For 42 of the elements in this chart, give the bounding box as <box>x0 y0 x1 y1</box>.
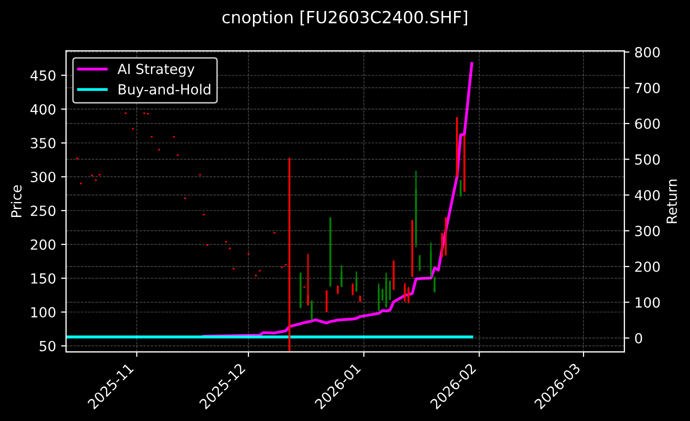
candlestick <box>441 232 443 258</box>
y-axis-title: Price <box>10 185 22 218</box>
candlestick <box>248 252 250 256</box>
y-tick-label: 100 <box>31 307 56 318</box>
chart-title: cnoption [FU2603C2400.SHF] <box>222 10 468 27</box>
candlestick <box>463 134 466 192</box>
candlestick <box>206 244 208 246</box>
candlestick <box>359 295 362 303</box>
y-tick-label: 150 <box>31 273 56 284</box>
candlestick <box>456 116 458 178</box>
candlestick <box>91 174 94 177</box>
candlestick <box>310 300 313 321</box>
y2-tick-label: 500 <box>635 154 660 165</box>
y2-axis-title: Return <box>666 180 677 224</box>
y-tick-label: 250 <box>30 206 56 216</box>
candlestick <box>288 157 290 352</box>
candlestick <box>388 280 391 301</box>
legend-label: AI Strategy <box>118 64 195 77</box>
y-tick-label: 50 <box>40 340 56 352</box>
y2-tick-label: 100 <box>636 297 660 308</box>
y2-tick-label: 300 <box>635 226 660 236</box>
candlestick <box>444 216 447 256</box>
y2-tick-label: 400 <box>634 190 660 200</box>
candlestick <box>392 260 395 290</box>
candlestick <box>411 219 414 278</box>
y2-tick-label: 600 <box>635 118 660 129</box>
y-tick-label: 400 <box>30 104 56 115</box>
candlestick <box>274 232 276 234</box>
y-tick-label: 200 <box>30 239 56 250</box>
y-tick-label: 300 <box>30 172 56 182</box>
legend-label: Buy-and-Hold <box>118 84 210 98</box>
y2-tick-label: 800 <box>635 46 660 58</box>
y2-tick-label: 700 <box>635 82 660 94</box>
y2-tick-label: 0 <box>635 332 642 344</box>
y-tick-label: 350 <box>30 138 56 148</box>
candlestick <box>184 197 186 200</box>
candlestick <box>460 179 462 198</box>
candlestick <box>281 266 283 269</box>
y2-tick-label: 200 <box>635 261 660 272</box>
candlestick <box>382 288 384 302</box>
y-tick-label: 450 <box>30 70 56 81</box>
candlestick <box>326 290 328 313</box>
